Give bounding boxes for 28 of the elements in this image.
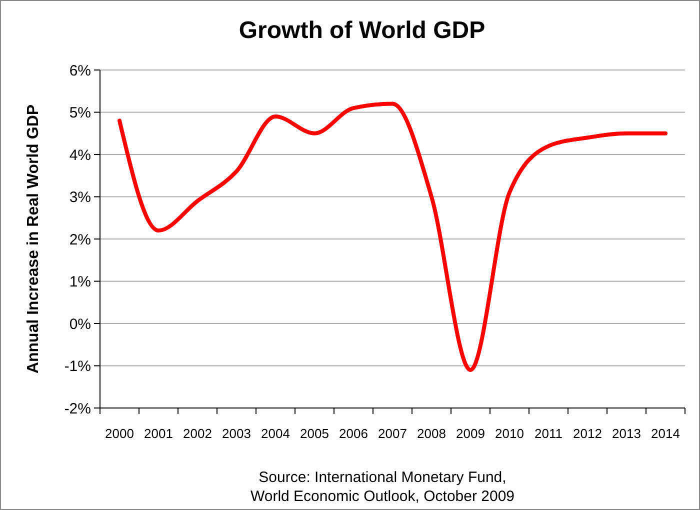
x-tick-label: 2002 <box>183 426 212 441</box>
x-tick-label: 2007 <box>378 426 407 441</box>
x-tick-label: 2010 <box>495 426 524 441</box>
y-tick-label: 4% <box>69 146 91 164</box>
y-tick-label: 3% <box>69 189 91 206</box>
x-tick-label: 2000 <box>105 426 134 441</box>
y-tick-label: -1% <box>64 358 91 375</box>
x-tick-label: 2014 <box>651 426 680 441</box>
x-tick-label: 2009 <box>456 426 485 441</box>
y-tick-label: 1% <box>69 274 91 290</box>
x-tick-label: 2003 <box>222 426 251 441</box>
chart-title: Growth of World GDP <box>238 17 486 44</box>
x-tick-label: 2012 <box>573 426 602 441</box>
x-tick-label: 2013 <box>612 426 641 441</box>
y-tick-label: 6% <box>69 62 91 80</box>
y-tick-label: 2% <box>69 231 91 248</box>
source-note: Source: International Monetary Fund, World Economic Outlook, October 2009 <box>250 469 515 505</box>
x-tick-label: 2001 <box>144 426 173 441</box>
x-tick-label: 2011 <box>534 426 562 441</box>
y-tick-label: 5% <box>69 104 91 122</box>
x-tick-label: 2004 <box>261 426 290 441</box>
x-tick-label: 2005 <box>300 426 329 441</box>
y-axis-title: Annual Increase in Real World GDP <box>25 104 42 374</box>
x-tick-label: 2006 <box>339 426 368 441</box>
line-series <box>118 102 668 372</box>
y-tick-label: 0% <box>69 316 91 333</box>
y-tick-label: -2% <box>64 400 91 418</box>
x-tick-label: 2008 <box>417 426 446 441</box>
